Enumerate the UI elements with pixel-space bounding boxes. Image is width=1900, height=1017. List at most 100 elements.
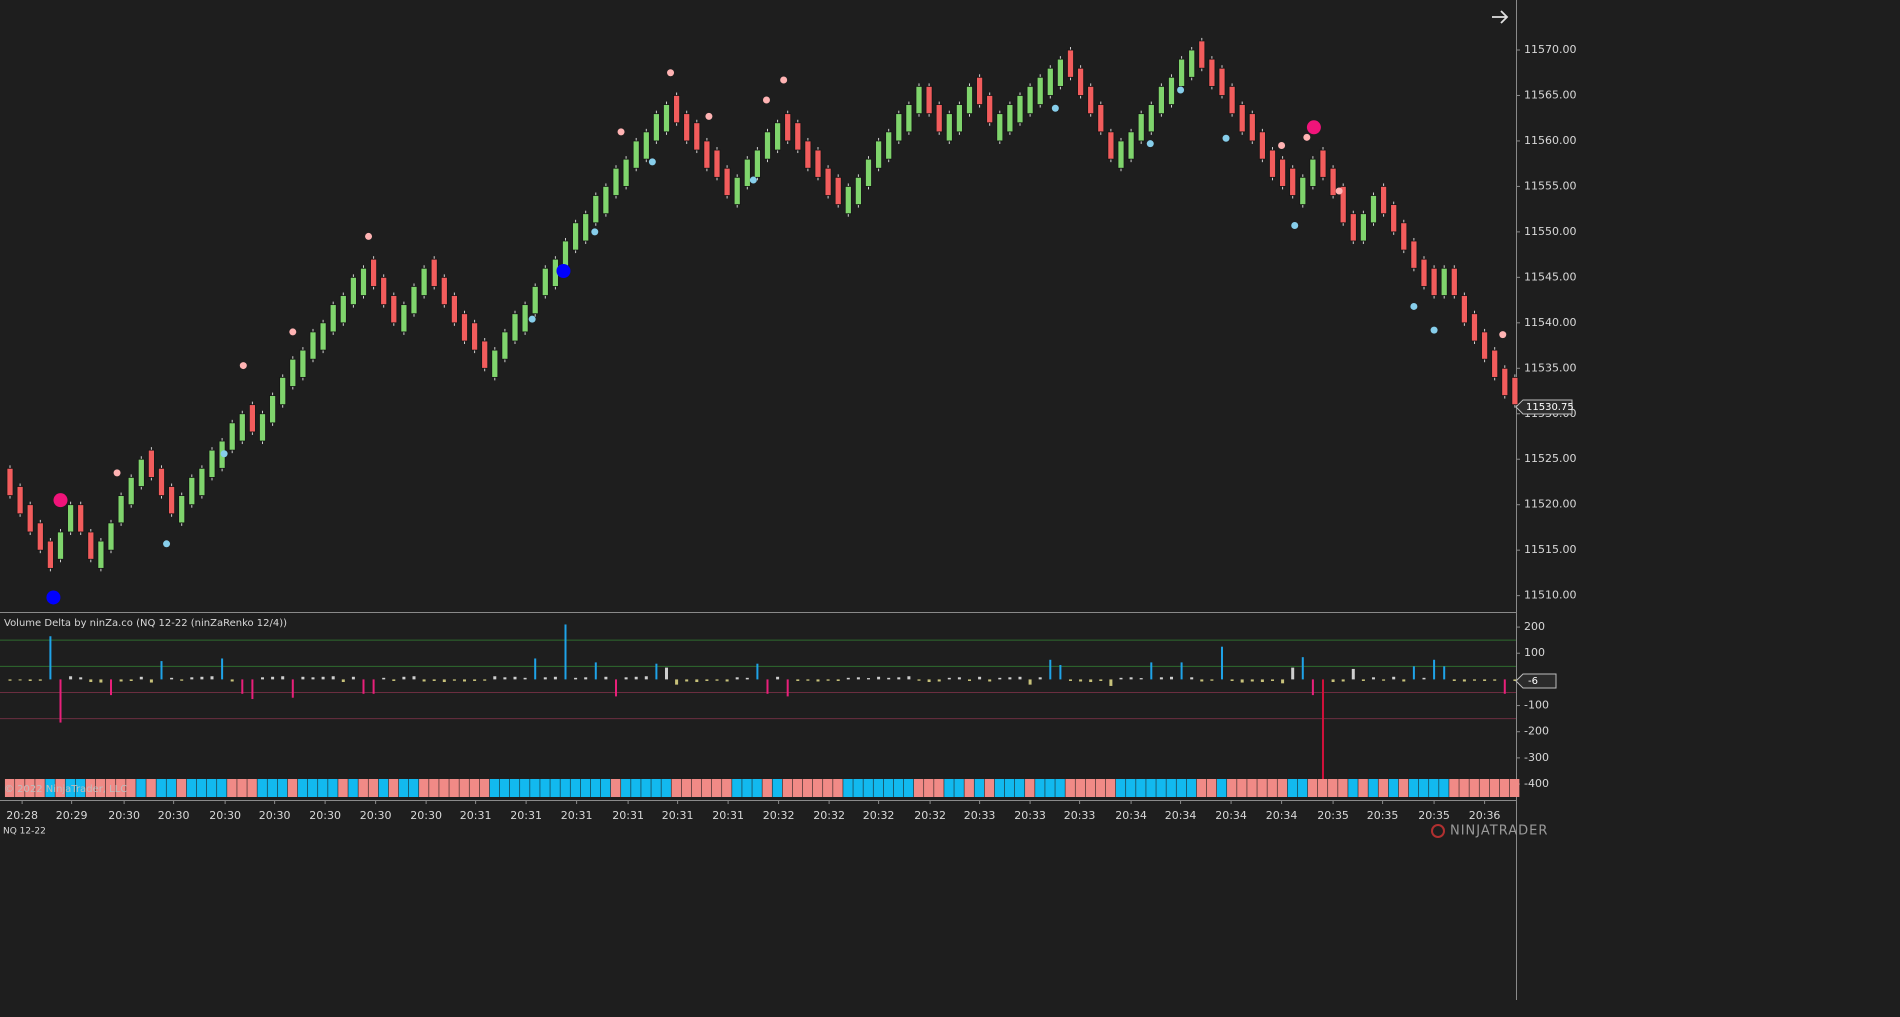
delta-strip-cell: [499, 779, 510, 797]
candle: [592, 195, 600, 224]
delta-strip-cell: [1449, 779, 1459, 797]
delta-bar: [473, 679, 477, 681]
delta-bar: [1028, 679, 1032, 685]
delta-bar: [655, 663, 658, 680]
delta-bar: [341, 679, 345, 683]
candle: [723, 167, 731, 196]
delta-strip-cell: [651, 779, 661, 797]
delta-strip-cell: [893, 779, 904, 797]
candle: [794, 122, 802, 151]
candle: [1208, 58, 1216, 87]
delta-strip-cell: [610, 779, 621, 797]
delta-strip-cell: [1499, 779, 1510, 797]
candle: [1269, 149, 1276, 178]
candle: [57, 531, 64, 560]
candle: [26, 504, 34, 533]
delta-bar: [1392, 676, 1396, 680]
delta-bar: [957, 677, 961, 680]
x-tick-label: 20:34: [1215, 809, 1247, 822]
delta-bar: [1311, 679, 1314, 696]
brand: NINJATRADER: [1450, 824, 1548, 839]
delta-strip-cell: [883, 779, 894, 797]
candle: [1491, 349, 1499, 378]
delta-bar: [1321, 679, 1324, 785]
delta-strip-cell: [1307, 779, 1318, 797]
candle: [925, 85, 933, 115]
x-tick-label: 20:30: [158, 809, 190, 822]
x-tick-label: 20:30: [309, 809, 341, 822]
delta-bar: [422, 679, 426, 682]
candle: [1420, 258, 1428, 287]
candle: [279, 376, 287, 406]
copyright: © 2022 NinjaTrader, LLC: [4, 784, 127, 795]
delta-strip-cell: [45, 779, 55, 797]
delta-bar: [786, 679, 789, 697]
delta-strip-cell: [1408, 779, 1419, 797]
candle: [360, 267, 367, 296]
x-tick-label: 20:29: [56, 809, 88, 822]
delta-strip-cell: [833, 779, 843, 797]
delta-bar: [1341, 679, 1345, 682]
delta-strip-cell: [227, 779, 237, 797]
candle: [1440, 267, 1448, 296]
delta-bar: [523, 677, 527, 680]
delta-bar: [69, 676, 73, 680]
delta-bar: [210, 676, 214, 680]
y-tick-label: 11510.00: [1524, 589, 1577, 602]
delta-bar: [139, 676, 143, 680]
x-tick-label: 20:35: [1317, 809, 1349, 822]
y-tick-label: -300: [1524, 751, 1549, 764]
delta-bar: [38, 679, 42, 681]
x-tick-label: 20:34: [1165, 809, 1197, 822]
delta-bar: [1018, 676, 1022, 680]
candle: [299, 349, 307, 378]
delta-bar: [18, 679, 22, 681]
delta-strip-cell: [307, 779, 318, 797]
delta-bar: [1210, 679, 1214, 681]
candle: [329, 304, 337, 333]
delta-bar: [1109, 679, 1113, 686]
candle: [309, 331, 317, 360]
delta-strip-cell: [1338, 779, 1348, 797]
delta-strip-cell: [621, 779, 631, 797]
signal-dot: [220, 450, 228, 458]
delta-bar: [856, 677, 860, 680]
delta-bar: [917, 679, 921, 681]
delta-strip-cell: [1136, 779, 1146, 797]
x-tick-label: 20:34: [1115, 809, 1147, 822]
delta-bar: [1169, 676, 1173, 680]
x-tick-label: 20:35: [1367, 809, 1399, 822]
brand-logo: [1431, 824, 1445, 838]
candle: [1329, 167, 1337, 196]
signal-dot: [1303, 133, 1311, 141]
candle: [1107, 131, 1115, 160]
candle: [733, 176, 741, 206]
delta-strip-cell: [338, 779, 348, 797]
signal-dot: [780, 76, 788, 84]
candle: [915, 85, 923, 115]
signal-dot: [1051, 104, 1059, 112]
delta-bar: [1129, 677, 1133, 680]
candle: [1481, 331, 1489, 360]
delta-bar: [1291, 667, 1295, 680]
scroll-arrow[interactable]: [1492, 10, 1509, 24]
candle: [996, 113, 1004, 142]
delta-strip-cell: [85, 779, 96, 797]
x-tick-label: 20:30: [108, 809, 140, 822]
delta-strip-cell: [590, 779, 601, 797]
delta-strip-cell: [1348, 779, 1358, 797]
delta-bar: [442, 679, 446, 683]
candle: [228, 422, 236, 451]
y-tick-label: 11570.00: [1524, 43, 1577, 56]
delta-strip-cell: [479, 779, 490, 797]
y-tick-label: 11525.00: [1524, 452, 1577, 465]
delta-bar: [1433, 659, 1436, 680]
candle: [875, 140, 883, 169]
delta-bar: [937, 679, 941, 682]
delta-strip-cell: [358, 779, 368, 797]
signal-dot: [667, 69, 675, 77]
x-tick-label: 20:36: [1469, 809, 1501, 822]
instrument: NQ 12-22: [3, 827, 46, 837]
delta-strip-cell: [1237, 779, 1247, 797]
